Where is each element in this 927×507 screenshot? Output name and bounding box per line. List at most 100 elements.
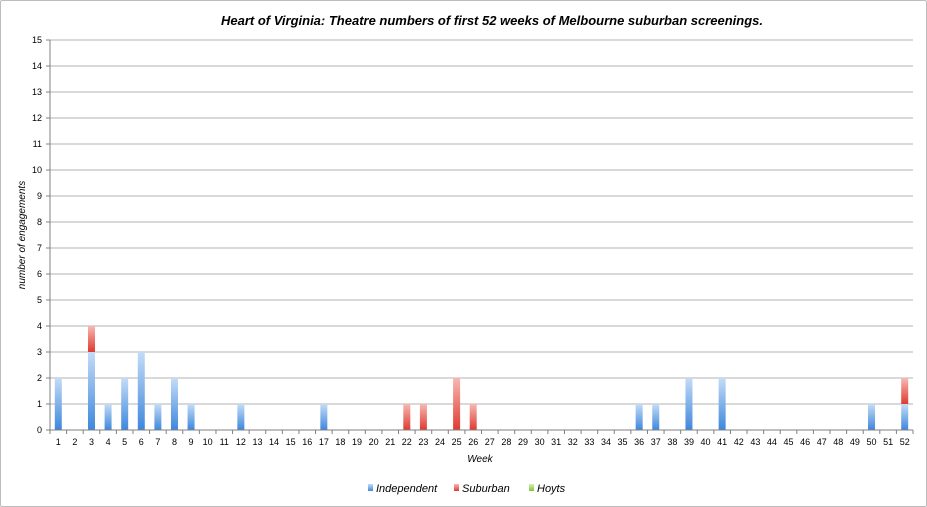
y-tick-label: 5 (37, 295, 42, 305)
y-tick-label: 13 (32, 87, 42, 97)
x-tick-label: 2 (72, 437, 77, 447)
legend-label-suburban: Suburban (462, 483, 510, 495)
x-tick-label: 45 (784, 437, 794, 447)
y-tick-label: 15 (32, 35, 42, 45)
x-tick-label: 21 (385, 437, 395, 447)
y-tick-label: 12 (32, 113, 42, 123)
x-tick-label: 47 (817, 437, 827, 447)
bars (54, 326, 909, 430)
y-tick-label: 3 (37, 347, 42, 357)
x-tick-label: 12 (236, 437, 246, 447)
bar-independent-week-9 (187, 404, 195, 430)
x-tick-label: 42 (734, 437, 744, 447)
x-tick-label: 50 (867, 437, 877, 447)
bar-independent-week-3 (87, 352, 95, 430)
x-tick-label: 34 (601, 437, 611, 447)
x-tick-label: 15 (286, 437, 296, 447)
y-tick-label: 7 (37, 243, 42, 253)
x-tick-label: 40 (701, 437, 711, 447)
legend: Independent Suburban Hoyts (368, 483, 566, 495)
x-tick-label: 25 (452, 437, 462, 447)
x-tick-label: 26 (468, 437, 478, 447)
x-tick-label: 7 (155, 437, 160, 447)
y-tick-label: 6 (37, 269, 42, 279)
x-tick-label: 39 (684, 437, 694, 447)
x-axis-ticks: 1 2 3 4 5 6 7 8 9 10 11 12 13 14 15 16 17 18 19 20 21 22 23 24 2… (49, 430, 914, 447)
x-tick-label: 4 (106, 437, 111, 447)
x-tick-label: 28 (501, 437, 511, 447)
bar-independent-week-37 (652, 404, 660, 430)
x-tick-label: 13 (252, 437, 262, 447)
legend-label-hoyts: Hoyts (537, 483, 566, 495)
x-tick-label: 27 (485, 437, 495, 447)
y-tick-label: 11 (33, 139, 42, 149)
x-tick-label: 35 (618, 437, 628, 447)
bar-independent-week-36 (635, 404, 643, 430)
x-tick-label: 32 (568, 437, 578, 447)
x-tick-label: 44 (767, 437, 777, 447)
x-tick-label: 19 (352, 437, 362, 447)
x-tick-label: 14 (269, 437, 279, 447)
x-tick-label: 23 (418, 437, 428, 447)
chart-title: Heart of Virginia: Theatre numbers of fi… (221, 13, 763, 28)
x-tick-label: 24 (435, 437, 445, 447)
x-tick-label: 18 (335, 437, 345, 447)
y-tick-label: 14 (32, 61, 42, 71)
y-tick-label: 10 (32, 165, 42, 175)
bar-independent-week-5 (121, 378, 129, 430)
x-tick-label: 30 (535, 437, 545, 447)
x-tick-label: 41 (717, 437, 727, 447)
legend-swatch-hoyts (529, 484, 534, 491)
x-tick-label: 36 (634, 437, 644, 447)
x-tick-label: 16 (302, 437, 312, 447)
x-tick-label: 5 (122, 437, 127, 447)
y-tick-label: 9 (37, 191, 42, 201)
legend-swatch-independent (368, 484, 373, 491)
x-tick-label: 17 (319, 437, 329, 447)
x-tick-label: 31 (551, 437, 561, 447)
y-axis-title: number of engagements (17, 181, 28, 289)
x-tick-label: 10 (203, 437, 213, 447)
x-tick-label: 52 (900, 437, 910, 447)
y-tick-label: 8 (37, 217, 42, 227)
x-tick-label: 22 (402, 437, 412, 447)
y-tick-label: 0 (37, 425, 42, 435)
x-tick-label: 38 (667, 437, 677, 447)
x-tick-label: 11 (220, 437, 229, 447)
bar-independent-week-1 (54, 378, 62, 430)
x-tick-label: 20 (369, 437, 379, 447)
bar-suburban-week-22 (403, 404, 411, 430)
x-tick-label: 6 (139, 437, 144, 447)
bar-independent-week-17 (320, 404, 328, 430)
y-tick-label: 2 (37, 373, 42, 383)
x-tick-label: 43 (750, 437, 760, 447)
bar-independent-week-4 (104, 404, 112, 430)
legend-swatch-suburban (454, 484, 459, 491)
x-tick-label: 37 (651, 437, 661, 447)
bar-independent-week-6 (137, 352, 145, 430)
x-tick-label: 51 (883, 437, 893, 447)
bar-independent-week-7 (154, 404, 162, 430)
legend-label-independent: Independent (376, 483, 438, 495)
x-tick-label: 29 (518, 437, 528, 447)
x-tick-label: 8 (172, 437, 177, 447)
bar-suburban-week-23 (419, 404, 427, 430)
x-tick-label: 9 (189, 437, 194, 447)
bar-independent-week-41 (718, 378, 726, 430)
y-tick-label: 4 (37, 321, 42, 331)
x-tick-label: 49 (850, 437, 860, 447)
x-tick-label: 3 (89, 437, 94, 447)
x-tick-label: 1 (56, 437, 61, 447)
bar-suburban-week-25 (453, 378, 461, 430)
x-axis-title: Week (467, 454, 493, 465)
bar-suburban-week-26 (469, 404, 477, 430)
bar-suburban-week-52 (901, 378, 909, 404)
gridlines (50, 39, 913, 405)
bar-independent-week-12 (237, 404, 245, 430)
bar-suburban-week-3 (87, 326, 95, 352)
y-tick-label: 1 (37, 399, 42, 409)
bar-independent-week-52 (901, 404, 909, 430)
bar-independent-week-8 (170, 378, 178, 430)
